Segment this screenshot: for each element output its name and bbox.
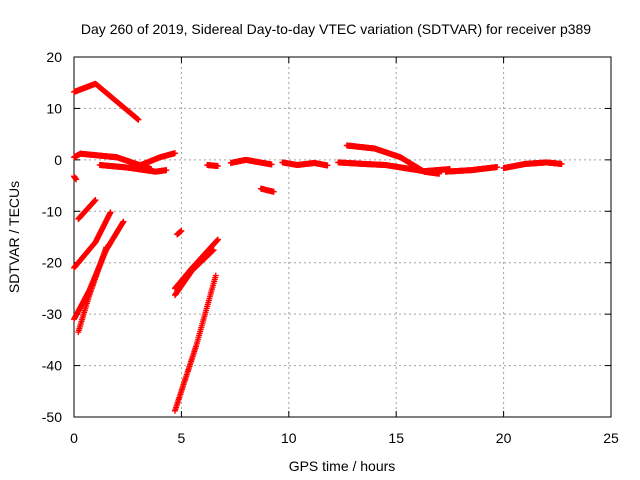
- series-arc-9: [75, 244, 110, 336]
- data-point: [494, 164, 501, 171]
- data-point: [103, 244, 110, 251]
- data-point: [212, 272, 219, 279]
- y-tick-label: -20: [42, 255, 62, 271]
- data-point: [107, 209, 114, 216]
- series-arc-6: [75, 196, 99, 222]
- series-arc-1: [71, 80, 142, 123]
- series-arc-17: [279, 159, 331, 169]
- series-arc-7: [71, 209, 114, 271]
- x-axis-label: GPS time / hours: [289, 458, 396, 474]
- data-point: [214, 163, 221, 170]
- data-points: [71, 80, 565, 414]
- y-tick-label: -10: [42, 203, 62, 219]
- y-axis-label: SDTVAR / TECUs: [6, 181, 22, 293]
- y-tick-labels: -50 -40 -30 -20 -10 0 10 20: [42, 49, 62, 425]
- x-tick-label: 25: [603, 430, 619, 446]
- series-arc-5: [71, 173, 80, 183]
- series-arc-14: [204, 162, 221, 170]
- series-arc-13: [171, 272, 219, 414]
- data-point: [163, 167, 170, 174]
- x-tick-label: 0: [70, 430, 78, 446]
- data-point: [268, 161, 275, 168]
- data-point: [178, 227, 185, 234]
- data-point: [210, 246, 217, 253]
- chart-title: Day 260 of 2019, Sidereal Day-to-day VTE…: [81, 21, 591, 37]
- y-tick-label: -40: [42, 358, 62, 374]
- series-arc-21: [500, 159, 565, 172]
- grid: [74, 57, 611, 417]
- series-arc-4: [135, 150, 178, 170]
- data-point: [135, 116, 142, 123]
- y-tick-label: 20: [46, 49, 62, 65]
- x-tick-label: 15: [388, 430, 404, 446]
- y-tick-label: -30: [42, 306, 62, 322]
- x-tick-label: 5: [178, 430, 186, 446]
- data-point: [171, 150, 178, 157]
- data-point: [436, 170, 443, 177]
- data-point: [324, 162, 331, 169]
- series-arc-20: [442, 164, 501, 175]
- series-arc-12: [174, 227, 185, 238]
- data-point: [270, 188, 277, 195]
- data-point: [214, 236, 221, 243]
- x-tick-labels: 0 5 10 15 20 25: [70, 430, 619, 446]
- series-arc-19: [343, 142, 443, 177]
- data-point: [92, 196, 99, 203]
- data-point: [558, 160, 565, 167]
- series-arc-15: [227, 156, 275, 168]
- y-tick-label: 10: [46, 100, 62, 116]
- data-point: [120, 218, 127, 225]
- y-tick-label: 0: [54, 152, 62, 168]
- data-point: [73, 176, 80, 183]
- x-tick-label: 20: [496, 430, 512, 446]
- series-arc-11: [171, 246, 217, 299]
- x-tick-label: 10: [281, 430, 297, 446]
- series-arc-16: [257, 185, 277, 195]
- axis-ticks: [73, 56, 612, 418]
- plot-frame: [73, 56, 612, 418]
- y-tick-label: -50: [42, 409, 62, 425]
